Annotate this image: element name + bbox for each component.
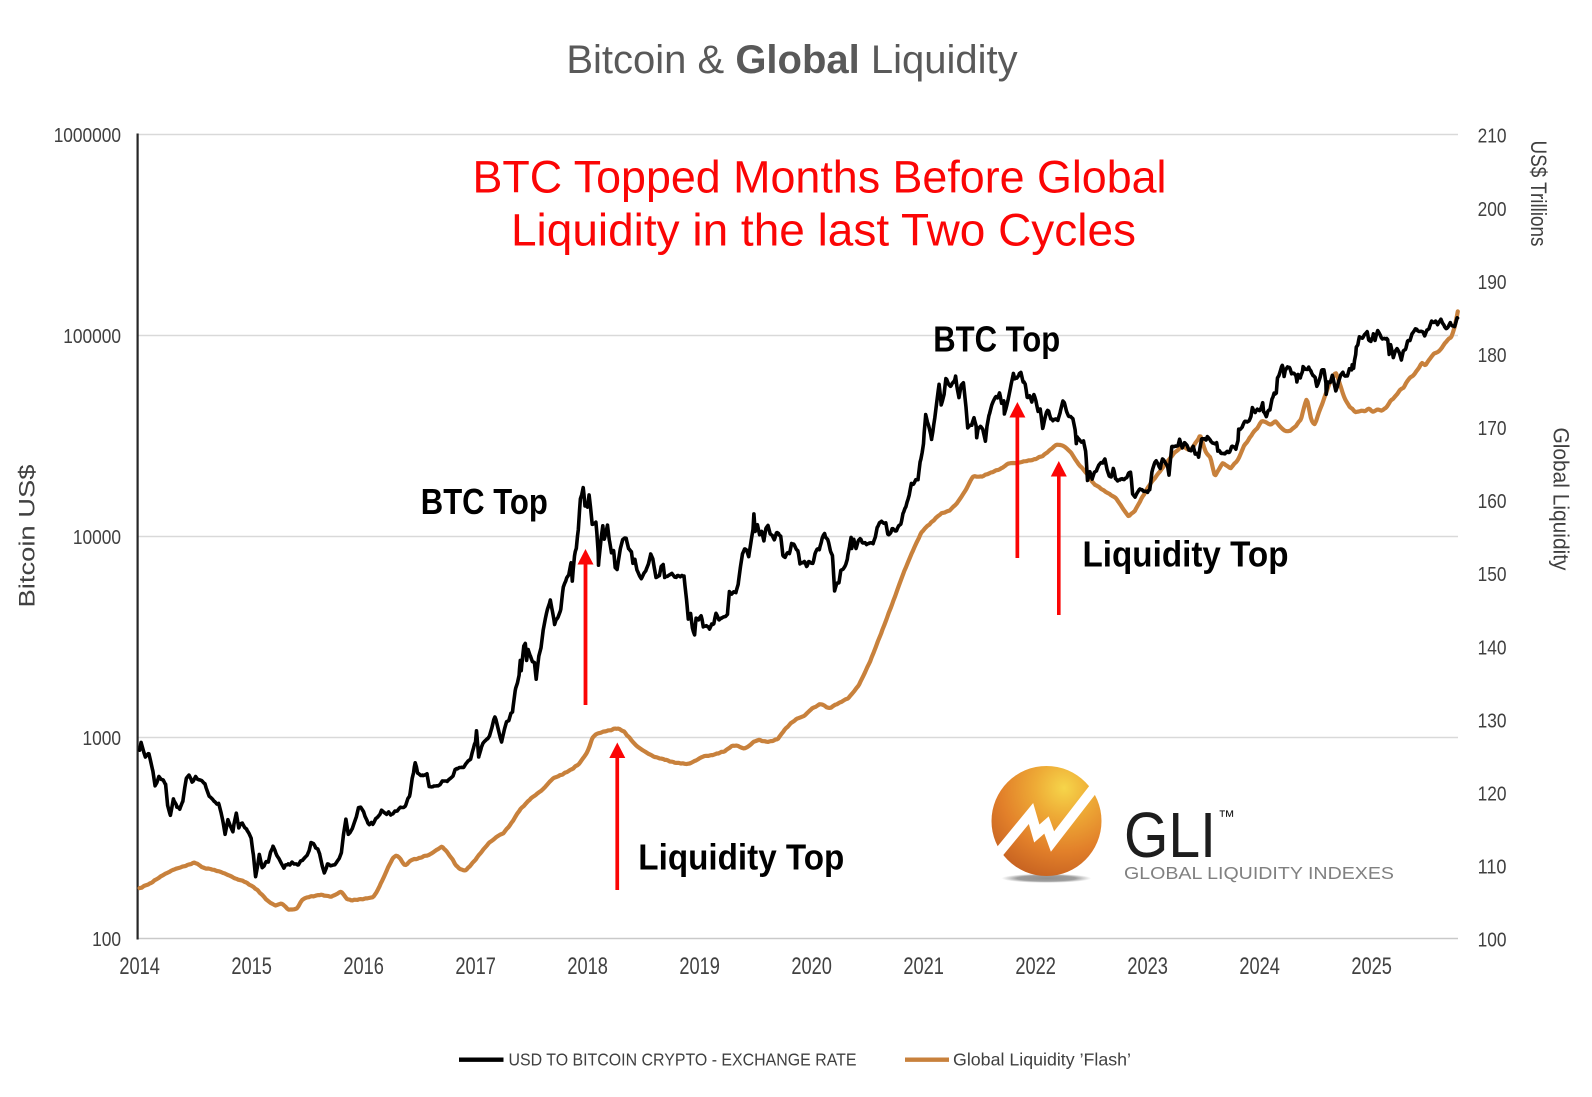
svg-text:BTC Topped Months Before Globa: BTC Topped Months Before Global	[473, 152, 1167, 203]
svg-text:130: 130	[1478, 709, 1507, 732]
svg-text:Liquidity in the last Two Cycl: Liquidity in the last Two Cycles	[511, 205, 1136, 256]
svg-text:2019: 2019	[679, 953, 720, 980]
svg-text:100: 100	[1478, 929, 1507, 952]
svg-text:180: 180	[1478, 344, 1507, 367]
svg-text:™: ™	[1218, 807, 1235, 826]
svg-text:190: 190	[1478, 271, 1507, 294]
svg-text:1000: 1000	[83, 727, 122, 750]
svg-text:Global Liquidity ’Flash’: Global Liquidity ’Flash’	[953, 1050, 1131, 1070]
svg-text:Global Liquidity: Global Liquidity	[1549, 428, 1574, 571]
svg-text:160: 160	[1478, 490, 1507, 513]
svg-text:2021: 2021	[903, 953, 944, 980]
svg-text:US$ Trillions: US$ Trillions	[1526, 141, 1551, 247]
svg-text:GLOBAL LIQUIDITY INDEXES: GLOBAL LIQUIDITY INDEXES	[1124, 863, 1394, 883]
svg-text:2024: 2024	[1239, 953, 1280, 980]
svg-text:140: 140	[1478, 636, 1507, 659]
svg-text:120: 120	[1478, 783, 1507, 806]
svg-text:100000: 100000	[63, 325, 121, 348]
svg-text:2017: 2017	[455, 953, 496, 980]
svg-text:BTC Top: BTC Top	[933, 319, 1060, 360]
svg-text:110: 110	[1478, 856, 1507, 879]
svg-text:2025: 2025	[1351, 953, 1392, 980]
svg-text:210: 210	[1478, 125, 1507, 148]
svg-text:100: 100	[92, 928, 121, 951]
svg-text:Liquidity Top: Liquidity Top	[1083, 534, 1289, 575]
svg-text:BTC Top: BTC Top	[421, 481, 548, 522]
svg-text:2014: 2014	[119, 953, 160, 980]
svg-text:2016: 2016	[343, 953, 384, 980]
svg-text:GLI: GLI	[1124, 799, 1216, 871]
svg-text:2022: 2022	[1015, 953, 1056, 980]
svg-text:2023: 2023	[1127, 953, 1168, 980]
svg-text:2020: 2020	[791, 953, 832, 980]
svg-text:2018: 2018	[567, 953, 608, 980]
svg-text:150: 150	[1478, 563, 1507, 586]
svg-text:1000000: 1000000	[54, 124, 121, 147]
svg-text:Bitcoin US$: Bitcoin US$	[15, 465, 40, 608]
svg-text:2015: 2015	[231, 953, 272, 980]
svg-text:10000: 10000	[73, 526, 121, 549]
svg-text:USD TO BITCOIN CRYPTO - EXCHAN: USD TO BITCOIN CRYPTO - EXCHANGE RATE	[509, 1050, 857, 1070]
svg-text:Liquidity Top: Liquidity Top	[638, 836, 844, 877]
svg-text:170: 170	[1478, 417, 1507, 440]
svg-text:200: 200	[1478, 198, 1507, 221]
